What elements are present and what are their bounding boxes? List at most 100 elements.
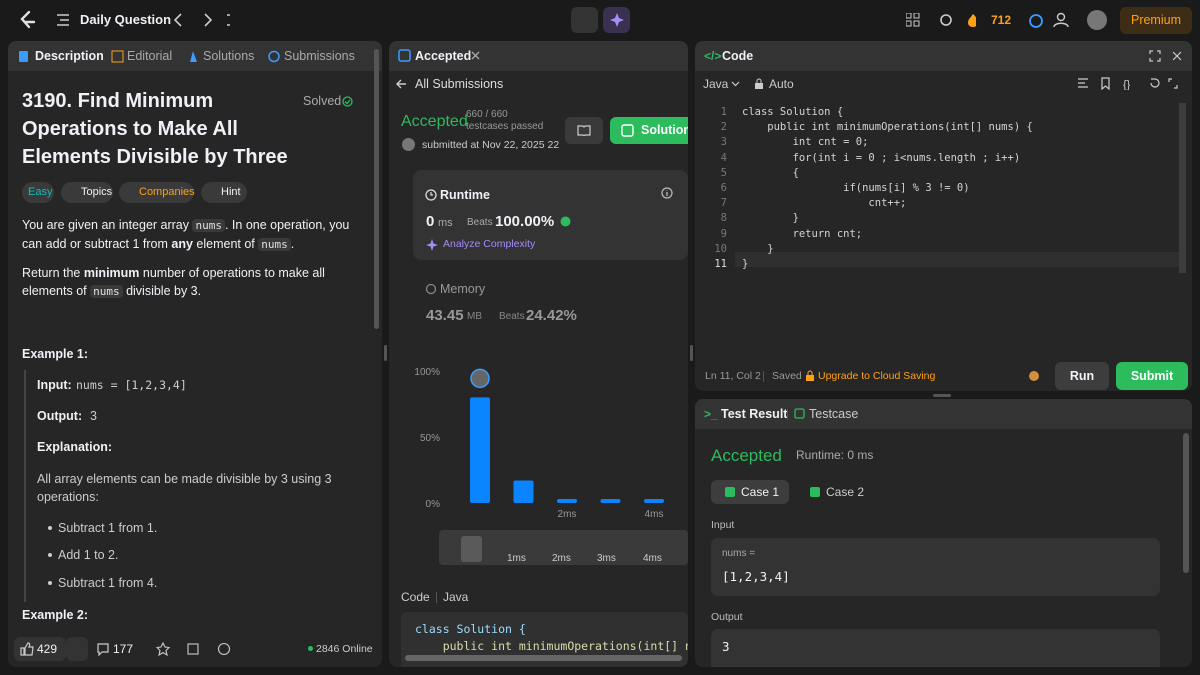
line-number: 9 — [720, 227, 727, 240]
like-count: 429 — [37, 642, 58, 656]
editorial-button[interactable] — [565, 117, 603, 144]
tab[interactable]: Editorial — [127, 49, 173, 63]
resize-handle[interactable] — [384, 345, 387, 361]
topics-tag[interactable]: Topics — [61, 182, 113, 203]
tab-icons — [19, 50, 280, 63]
comment-icon[interactable] — [96, 642, 110, 656]
check-icon — [794, 408, 805, 419]
chevron[interactable] — [731, 81, 740, 87]
tab[interactable]: Code — [722, 49, 754, 63]
tab-bar — [695, 41, 1192, 71]
back-arrow[interactable] — [395, 78, 407, 90]
y-tick-label: 100% — [414, 367, 440, 378]
scrollbar[interactable] — [374, 49, 379, 329]
editor-tools[interactable]: {} — [1077, 77, 1179, 90]
separator — [763, 371, 764, 382]
hint-tag[interactable]: Hint — [201, 182, 247, 203]
code-line: cnt++; — [742, 197, 907, 210]
online-count: 2846 Online — [316, 643, 373, 655]
dislike-button[interactable] — [66, 637, 88, 661]
step: Add 1 to 2. — [58, 548, 119, 562]
tab[interactable]: Accepted — [415, 49, 472, 63]
avatar — [402, 138, 415, 151]
example-heading: Example 2: — [22, 608, 89, 622]
output-box: 3 — [711, 629, 1160, 667]
code-line: for(int i = 0 ; i<nums.length ; i++) — [742, 151, 1021, 164]
tab-bar — [695, 399, 1192, 429]
tab[interactable]: Solutions — [203, 49, 255, 63]
solution-button[interactable]: Solution — [610, 117, 688, 144]
input-label: Input — [711, 519, 735, 531]
tab[interactable]: Test Result — [721, 407, 788, 421]
input-box: nums = [1,2,3,4] — [711, 538, 1160, 596]
tab-icon — [398, 49, 411, 62]
code-line: class Solution { — [415, 622, 526, 636]
line-number: 1 — [720, 106, 727, 118]
resize-handle[interactable] — [690, 345, 693, 361]
output-value: 3 — [90, 409, 97, 423]
close-tab[interactable] — [471, 51, 480, 60]
logo[interactable] — [17, 10, 37, 30]
tab[interactable]: Description — [35, 49, 104, 63]
submit-button[interactable]: Submit — [1116, 362, 1188, 390]
language-select[interactable]: Java — [703, 77, 729, 91]
avatar[interactable] — [1087, 10, 1107, 30]
memory-unit: MB — [467, 311, 482, 322]
mode[interactable]: Auto — [769, 77, 794, 91]
tab-bar — [8, 41, 382, 71]
difficulty-tag[interactable]: Easy — [22, 182, 54, 203]
bar — [600, 499, 621, 503]
nav-arrows[interactable] — [170, 12, 230, 28]
line-number: 10 — [714, 242, 727, 255]
code-line: } — [742, 258, 749, 270]
user-icons[interactable] — [1028, 11, 1078, 29]
scrollbar[interactable] — [1183, 433, 1189, 573]
ai-button[interactable] — [603, 7, 630, 33]
list-icon[interactable] — [56, 13, 70, 27]
tab[interactable]: Submissions — [284, 49, 355, 63]
resize-handle[interactable] — [933, 394, 951, 397]
code-line: { — [742, 166, 799, 179]
panel-controls[interactable] — [1149, 50, 1189, 62]
info-icon[interactable] — [661, 187, 673, 199]
footer: 429 177 2846 Online — [8, 631, 382, 667]
line-number: 3 — [720, 136, 727, 149]
streak-count[interactable]: 712 — [991, 13, 1012, 27]
output-label: Output: — [37, 409, 83, 423]
case-label: Case 1 — [741, 485, 780, 499]
input-label: Input: — [37, 378, 72, 392]
h-scrollbar[interactable] — [405, 655, 682, 661]
solved-check — [342, 96, 353, 107]
like-button[interactable]: 429 — [14, 637, 66, 661]
online-dot — [308, 646, 313, 651]
memory-value: 43.45 — [426, 307, 464, 324]
range-label: 1ms — [507, 553, 526, 564]
code-icon: </> — [704, 49, 722, 63]
companies-tag[interactable]: Companies — [119, 182, 195, 203]
code-line: } — [742, 242, 774, 255]
premium-button[interactable]: Premium — [1120, 7, 1192, 34]
footer-icons[interactable] — [156, 642, 236, 656]
tab[interactable]: Testcase — [809, 407, 859, 421]
run-button[interactable]: Run — [1055, 362, 1109, 390]
line-number: 4 — [720, 151, 727, 164]
toolbar-icons[interactable] — [906, 13, 976, 28]
y-tick-label: 0% — [426, 499, 441, 510]
case-button[interactable]: Case 1 — [711, 480, 789, 504]
beats-label: Beats — [499, 311, 525, 322]
line-number: 7 — [720, 197, 727, 210]
notes-button[interactable] — [571, 7, 598, 33]
analyze-link[interactable]: Analyze Complexity — [443, 238, 536, 250]
scrollbar[interactable] — [1179, 103, 1186, 273]
upgrade-link[interactable]: Upgrade to Cloud Saving — [818, 370, 936, 382]
line-number: 5 — [720, 166, 727, 179]
comment-count[interactable]: 177 — [113, 642, 134, 656]
back-link[interactable]: All Submissions — [415, 77, 504, 91]
range-handle[interactable] — [461, 536, 482, 562]
input-value: nums = [1,2,3,4] — [76, 378, 187, 392]
case-button[interactable]: Case 2 — [796, 480, 874, 504]
nav-title[interactable]: Daily Question — [80, 12, 172, 27]
debug-icon[interactable] — [1027, 368, 1041, 383]
memory-label[interactable]: Memory — [440, 282, 486, 296]
